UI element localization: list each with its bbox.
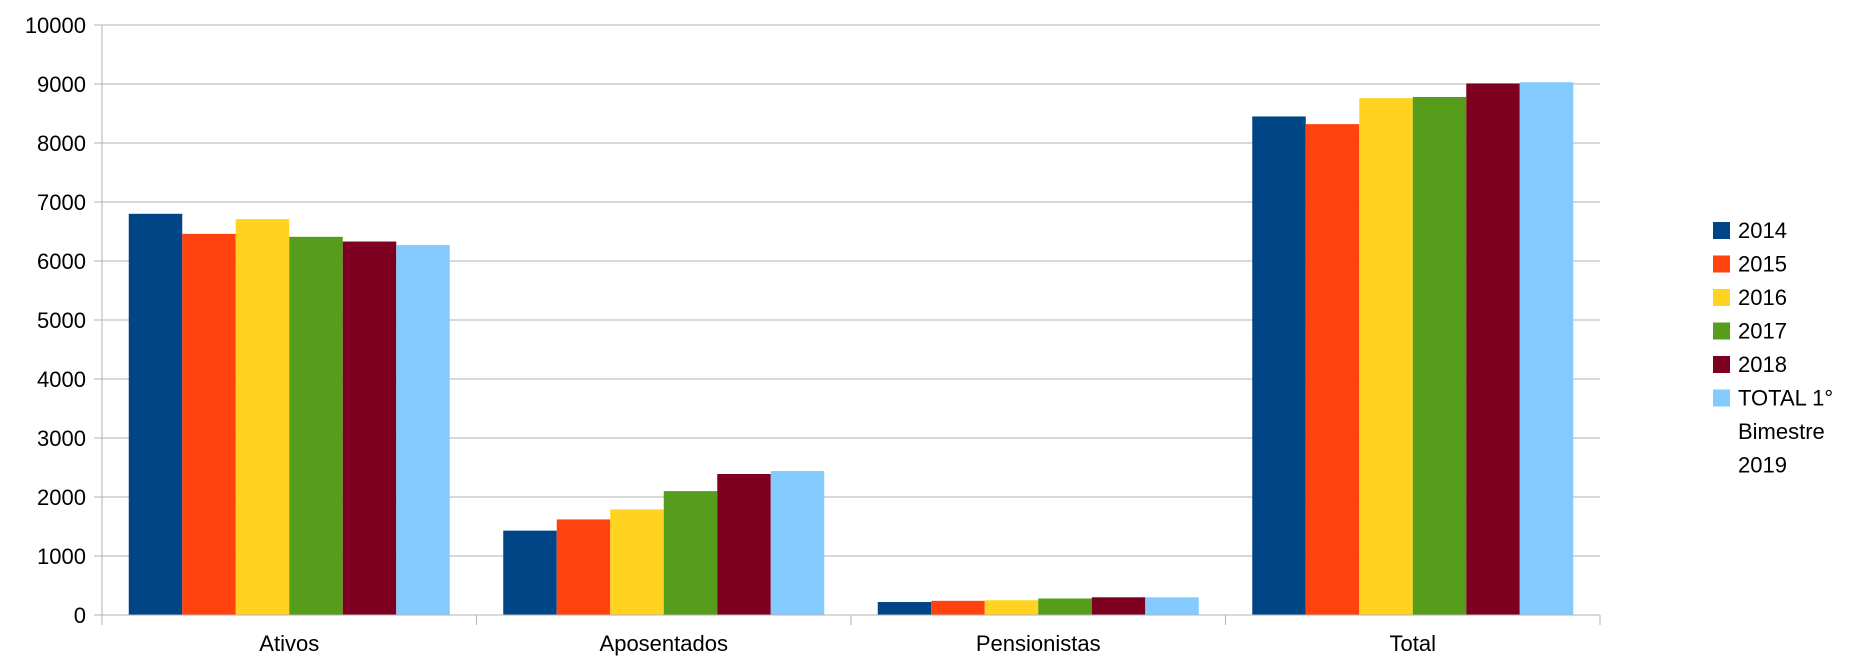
bar-total-5	[1519, 82, 1574, 616]
legend-label: 2016	[1738, 285, 1787, 310]
bar-aposentados-5	[770, 471, 825, 615]
legend: 2014 2015 2016 2017 2018 TOTAL 1° Bimestre 2019	[1713, 218, 1833, 478]
x-category-label: Pensionistas	[976, 631, 1101, 656]
bar-ativos-3	[289, 236, 343, 615]
y-tick-label: 7000	[37, 190, 86, 215]
legend-label: TOTAL 1°	[1738, 386, 1833, 411]
y-axis-ticks: 0 1000 2000 3000 4000 5000 6000 7000 8000 9000 100…	[25, 13, 102, 628]
legend-label: 2018	[1738, 352, 1787, 377]
bar-ativos-5	[396, 245, 450, 615]
legend-swatch	[1713, 222, 1730, 239]
bar-total-3	[1412, 96, 1467, 616]
y-tick-label: 6000	[37, 249, 86, 274]
legend-swatch	[1713, 255, 1730, 273]
bar-total-1	[1305, 124, 1360, 616]
bar-ativos-2	[235, 219, 290, 616]
y-tick-label: 3000	[37, 426, 86, 451]
bars	[128, 82, 1574, 616]
y-tick-label: 4000	[37, 367, 86, 392]
y-tick-label: 8000	[37, 131, 86, 156]
bar-ativos-1	[182, 233, 236, 616]
x-category-label: Ativos	[259, 631, 319, 656]
axes	[101, 25, 1601, 625]
bar-aposentados-2	[610, 509, 664, 615]
bar-total-2	[1359, 98, 1413, 615]
x-category-label: Total	[1390, 631, 1436, 656]
y-tick-label: 10000	[25, 13, 86, 38]
bar-total-4	[1466, 83, 1520, 615]
y-tick-label: 9000	[37, 72, 86, 97]
bar-pensionistas-2	[984, 600, 1039, 615]
x-category-label: Aposentados	[600, 631, 728, 656]
bar-ativos-4	[342, 241, 397, 615]
y-tick-label: 0	[74, 603, 86, 628]
legend-label: 2014	[1738, 218, 1787, 243]
y-tick-label: 5000	[37, 308, 86, 333]
legend-swatch	[1713, 389, 1730, 407]
x-axis-labels: Ativos Aposentados Pensionistas Total	[259, 631, 1436, 656]
legend-label: 2017	[1738, 319, 1787, 344]
bar-aposentados-0	[503, 530, 557, 615]
bar-pensionistas-3	[1038, 598, 1092, 615]
bar-pensionistas-1	[931, 600, 985, 615]
legend-label: 2019	[1738, 453, 1787, 478]
bar-aposentados-4	[717, 473, 771, 615]
legend-swatch	[1713, 322, 1730, 340]
bar-pensionistas-0	[877, 602, 932, 615]
bar-total-0	[1252, 116, 1306, 615]
bar-pensionistas-5	[1145, 597, 1199, 615]
bar-aposentados-3	[663, 491, 718, 615]
legend-swatch	[1713, 289, 1730, 306]
legend-swatch	[1713, 356, 1730, 373]
legend-label: 2015	[1738, 252, 1787, 277]
bar-ativos-0	[128, 213, 183, 616]
bar-aposentados-1	[556, 519, 611, 615]
y-tick-label: 1000	[37, 544, 86, 569]
legend-label: Bimestre	[1738, 419, 1825, 444]
bar-pensionistas-4	[1091, 597, 1146, 615]
y-tick-label: 2000	[37, 485, 86, 510]
